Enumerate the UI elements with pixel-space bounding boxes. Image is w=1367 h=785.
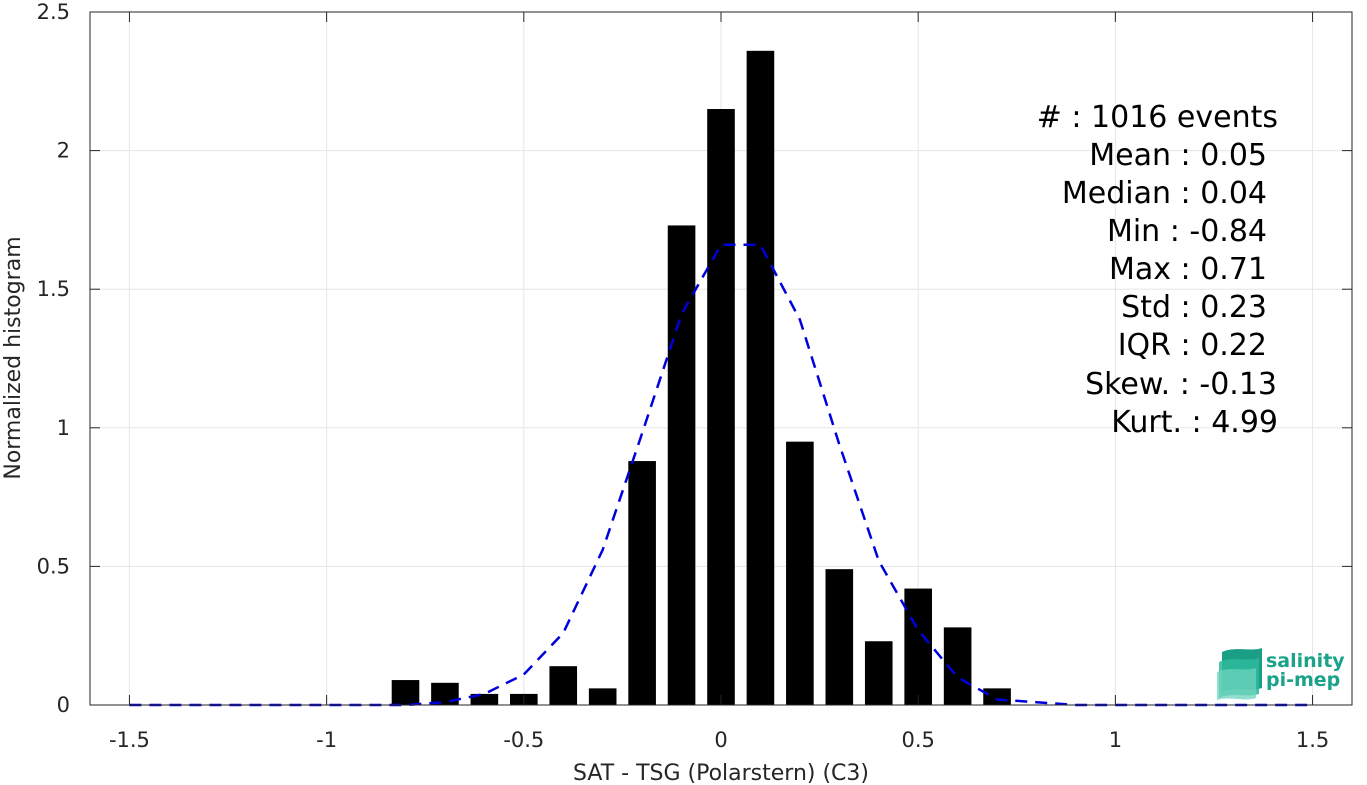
x-tick-label: 1 [1109,728,1122,752]
x-tick-label: 1.5 [1296,728,1329,752]
histogram-bar [667,225,696,705]
wave-logo-icon [1217,648,1262,700]
histogram-bar [786,441,814,705]
y-tick-label: 0 [57,693,70,717]
stats-kurt: Kurt. : 4.99 [1111,405,1278,440]
histogram-bar [825,569,854,705]
histogram-bar [904,588,932,705]
y-tick-labels: 0 0.5 1 1.5 2 2.5 [37,0,70,717]
x-tick-label: -0.5 [503,728,544,752]
stats-mean: Mean : 0.05 [1089,138,1267,173]
y-tick-label: 1.5 [37,277,70,301]
stats-box: # : 1016 events Mean : 0.05 Median : 0.0… [1037,100,1278,440]
stats-median: Median : 0.04 [1062,176,1267,211]
stats-iqr: IQR : 0.22 [1118,328,1267,363]
x-tick-labels: -1.5 -1 -0.5 0 0.5 1 1.5 [109,728,1329,752]
histogram-bar [588,688,617,705]
y-tick-label: 2.5 [37,0,70,24]
stats-max: Max : 0.71 [1109,252,1267,287]
stats-std: Std : 0.23 [1121,290,1267,325]
stats-min: Min : -0.84 [1107,214,1267,249]
x-axis-title: SAT - TSG (Polarstern) (C3) [573,761,869,785]
stats-skew: Skew. : -0.13 [1085,367,1277,402]
x-tick-label: 0.5 [901,728,934,752]
histogram-bar [549,666,578,705]
histogram-bar [746,50,775,706]
histogram-bar [707,109,735,705]
x-tick-label: -1 [316,728,337,752]
axis-ticks [90,11,1352,706]
histogram-bar [864,641,893,705]
histogram-bar [391,680,420,705]
histogram-bars [391,50,1011,706]
y-tick-label: 1 [57,416,70,440]
histogram-bar [628,461,656,705]
y-tick-label: 0.5 [37,554,70,578]
histogram-bar [983,688,1011,705]
x-tick-label: 0 [714,728,727,752]
y-tick-label: 2 [57,139,70,163]
logo-line-2: pi-mep [1266,669,1340,691]
histogram-bar [431,682,459,705]
salinity-pimep-logo: salinity pi-mep [1217,648,1345,700]
x-tick-label: -1.5 [109,728,150,752]
logo-line-1: salinity [1266,650,1345,672]
stats-count: # : 1016 events [1037,100,1278,135]
histogram-bar [470,693,499,705]
y-axis-title: Normalized histogram [1,236,26,479]
